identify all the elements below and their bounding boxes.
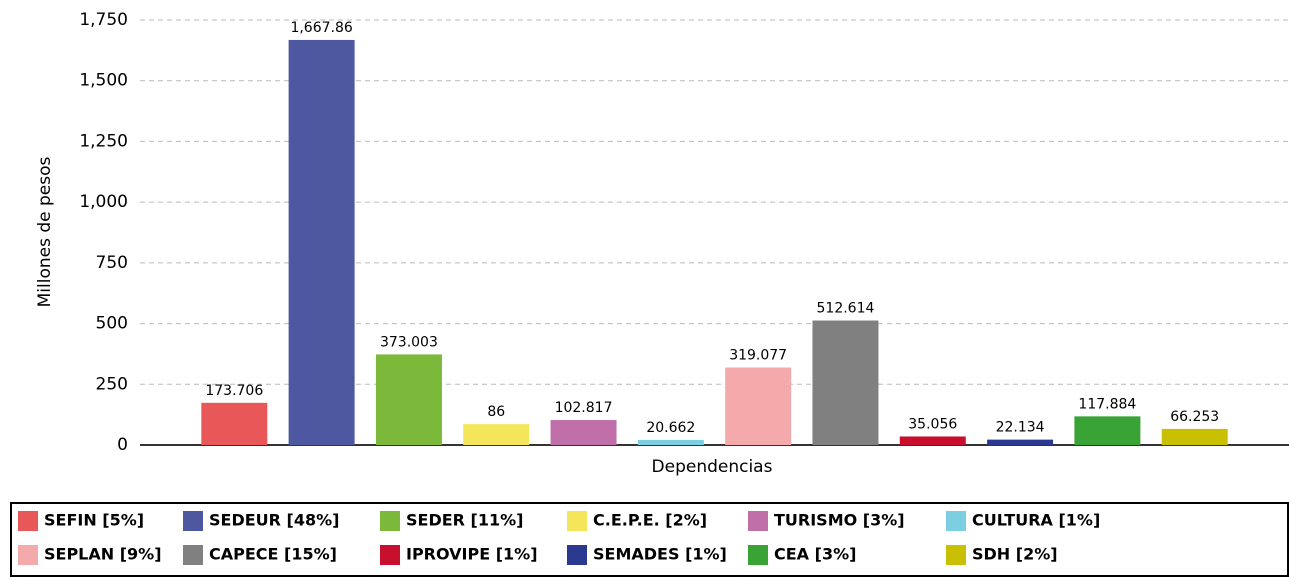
bar: [550, 420, 617, 445]
y-tick-label: 1,750: [79, 10, 128, 30]
legend-label: IPROVIPE [1%]: [406, 545, 538, 564]
legend-swatch: [567, 545, 587, 565]
legend-label: SEDEUR [48%]: [209, 511, 339, 530]
legend-swatch: [18, 511, 38, 531]
y-tick-label: 0: [117, 435, 128, 455]
legend-swatch: [380, 545, 400, 565]
y-axis-title: Millones de pesos: [35, 156, 55, 307]
value-label: 22.134: [996, 420, 1045, 436]
y-tick-label: 1,000: [79, 192, 128, 212]
legend-swatch: [183, 511, 203, 531]
bar: [375, 354, 442, 445]
bar: [463, 424, 530, 445]
legend-swatch: [567, 511, 587, 531]
bar: [1074, 416, 1141, 445]
value-label: 35.056: [908, 416, 957, 432]
legend-swatch: [748, 545, 768, 565]
legend-swatch: [183, 545, 203, 565]
legend-label: SEMADES [1%]: [593, 545, 727, 564]
legend-label: CEA [3%]: [774, 545, 856, 564]
bar: [1161, 428, 1228, 445]
value-label: 319.077: [729, 348, 787, 364]
x-axis-title: Dependencias: [652, 457, 773, 477]
legend-label: C.E.P.E. [2%]: [593, 511, 707, 530]
legend-label: TURISMO [3%]: [774, 511, 905, 530]
value-label: 102.817: [555, 400, 613, 416]
value-label: 117.884: [1078, 396, 1136, 412]
legend-label: SDH [2%]: [972, 545, 1058, 564]
legend-label: SEPLAN [9%]: [44, 545, 162, 564]
value-label: 20.662: [646, 420, 695, 436]
y-tick-label: 250: [96, 374, 128, 394]
y-tick-label: 500: [96, 314, 128, 334]
legend-box: [10, 502, 1289, 577]
bar: [812, 320, 879, 445]
value-label: 1,667.86: [290, 20, 352, 36]
y-tick-label: 750: [96, 253, 128, 273]
y-tick-label: 1,250: [79, 131, 128, 151]
y-tick-label: 1,500: [79, 71, 128, 91]
legend-swatch: [380, 511, 400, 531]
legend-label: CULTURA [1%]: [972, 511, 1100, 530]
value-label: 86: [487, 404, 505, 420]
bar: [288, 39, 355, 446]
legend-swatch: [18, 545, 38, 565]
value-label: 373.003: [380, 334, 438, 350]
value-label: 66.253: [1170, 409, 1219, 425]
legend-swatch: [946, 511, 966, 531]
legend-label: SEFIN [5%]: [44, 511, 144, 530]
bar: [987, 439, 1054, 445]
legend-swatch: [748, 511, 768, 531]
bar: [637, 439, 704, 445]
legend-label: CAPECE [15%]: [209, 545, 337, 564]
bar: [201, 402, 268, 445]
legend-label: SEDER [11%]: [406, 511, 523, 530]
value-label: 173.706: [205, 383, 263, 399]
bar: [899, 436, 966, 445]
value-label: 512.614: [817, 301, 875, 317]
legend-swatch: [946, 545, 966, 565]
bar: [725, 367, 792, 445]
